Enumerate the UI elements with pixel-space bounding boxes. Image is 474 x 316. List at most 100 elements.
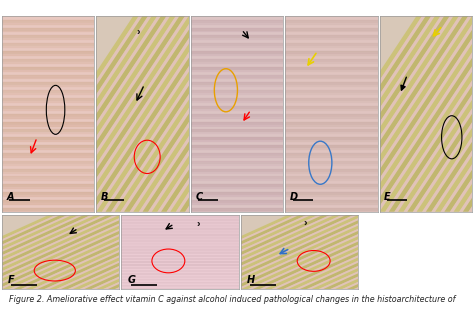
Bar xyxy=(285,130,378,131)
Bar xyxy=(121,258,239,259)
Bar xyxy=(2,176,94,179)
Polygon shape xyxy=(13,16,148,212)
Polygon shape xyxy=(131,215,303,289)
Polygon shape xyxy=(22,16,157,212)
Bar xyxy=(191,130,283,133)
Bar xyxy=(191,90,283,94)
Bar xyxy=(285,98,378,100)
Polygon shape xyxy=(213,16,346,212)
Bar xyxy=(2,114,94,116)
Bar xyxy=(121,231,239,232)
Polygon shape xyxy=(204,16,337,212)
Polygon shape xyxy=(283,215,452,289)
Bar xyxy=(285,51,378,53)
Polygon shape xyxy=(450,16,474,212)
Bar xyxy=(285,59,378,63)
Bar xyxy=(191,43,283,45)
Polygon shape xyxy=(348,16,474,212)
Bar xyxy=(121,264,239,265)
Bar xyxy=(2,43,94,47)
Polygon shape xyxy=(130,215,300,289)
Bar xyxy=(285,106,378,108)
Bar xyxy=(285,145,378,147)
Bar xyxy=(2,98,94,102)
Bar xyxy=(2,82,94,86)
Bar xyxy=(2,161,94,163)
Polygon shape xyxy=(103,215,272,289)
Bar xyxy=(191,130,283,131)
Polygon shape xyxy=(2,215,173,289)
Bar xyxy=(121,234,239,235)
Polygon shape xyxy=(143,215,315,289)
Text: G: G xyxy=(127,276,135,285)
Bar xyxy=(2,208,94,212)
Polygon shape xyxy=(0,215,155,289)
Bar xyxy=(121,276,239,277)
Bar xyxy=(191,145,283,147)
Bar xyxy=(121,282,239,283)
Bar xyxy=(285,161,378,165)
Polygon shape xyxy=(0,215,56,289)
Bar xyxy=(285,106,378,110)
Text: Figure 2. Ameliorative effect vitamin C against alcohol induced pathological cha: Figure 2. Ameliorative effect vitamin C … xyxy=(9,295,456,304)
Bar xyxy=(2,200,94,202)
Text: E: E xyxy=(384,192,391,202)
Polygon shape xyxy=(111,16,245,212)
Bar xyxy=(2,184,94,188)
Bar xyxy=(191,106,283,108)
Polygon shape xyxy=(366,16,474,212)
Polygon shape xyxy=(0,215,166,289)
Polygon shape xyxy=(74,16,207,212)
Bar xyxy=(191,176,283,179)
Bar xyxy=(285,122,378,125)
Bar xyxy=(285,75,378,76)
Bar xyxy=(285,20,378,22)
Polygon shape xyxy=(138,215,308,289)
Polygon shape xyxy=(441,16,474,212)
Bar xyxy=(121,243,239,244)
Polygon shape xyxy=(217,215,389,289)
Polygon shape xyxy=(108,215,279,289)
Polygon shape xyxy=(404,16,474,212)
Bar xyxy=(191,59,283,61)
Polygon shape xyxy=(78,16,213,212)
Bar xyxy=(2,114,94,118)
Bar xyxy=(2,192,94,196)
Bar xyxy=(285,90,378,94)
Bar xyxy=(121,255,239,256)
Bar xyxy=(2,122,94,125)
Bar xyxy=(121,240,239,241)
Polygon shape xyxy=(296,16,431,212)
Bar xyxy=(2,43,94,45)
Polygon shape xyxy=(459,16,474,212)
Bar xyxy=(121,252,239,253)
Bar xyxy=(191,137,283,141)
Polygon shape xyxy=(422,16,474,212)
Bar xyxy=(121,273,239,274)
Bar xyxy=(121,228,239,229)
Polygon shape xyxy=(229,215,401,289)
Polygon shape xyxy=(46,16,180,212)
Polygon shape xyxy=(260,215,429,289)
Bar xyxy=(2,106,94,110)
Bar xyxy=(2,176,94,180)
Polygon shape xyxy=(357,16,474,212)
Polygon shape xyxy=(468,16,474,212)
Bar xyxy=(121,219,239,220)
Polygon shape xyxy=(0,215,96,289)
Bar xyxy=(285,153,378,157)
Bar xyxy=(285,35,378,39)
Polygon shape xyxy=(382,215,474,289)
Polygon shape xyxy=(102,16,235,212)
Bar xyxy=(191,27,283,29)
Polygon shape xyxy=(306,16,441,212)
Polygon shape xyxy=(389,16,474,212)
Bar xyxy=(121,216,239,217)
Polygon shape xyxy=(0,215,138,289)
Bar xyxy=(121,279,239,280)
Polygon shape xyxy=(14,215,185,289)
Bar xyxy=(121,273,239,274)
Bar xyxy=(191,200,283,204)
Bar xyxy=(285,200,378,204)
Polygon shape xyxy=(394,16,474,212)
